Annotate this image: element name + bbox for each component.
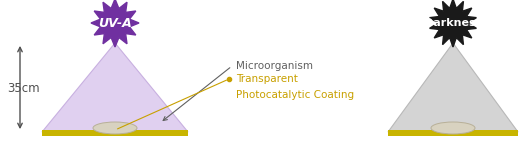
Text: Transparent: Transparent xyxy=(236,74,298,84)
Ellipse shape xyxy=(93,122,137,134)
Polygon shape xyxy=(42,43,188,132)
Bar xyxy=(388,130,518,136)
Text: UV-A: UV-A xyxy=(98,16,132,29)
Text: 35cm: 35cm xyxy=(7,82,40,95)
Text: Darkness: Darkness xyxy=(424,18,482,28)
Text: Microorganism: Microorganism xyxy=(236,61,313,71)
Ellipse shape xyxy=(431,122,475,134)
Bar xyxy=(42,130,188,136)
Text: Photocatalytic Coating: Photocatalytic Coating xyxy=(236,90,354,100)
Polygon shape xyxy=(429,0,476,47)
Polygon shape xyxy=(388,43,518,132)
Polygon shape xyxy=(91,0,139,47)
